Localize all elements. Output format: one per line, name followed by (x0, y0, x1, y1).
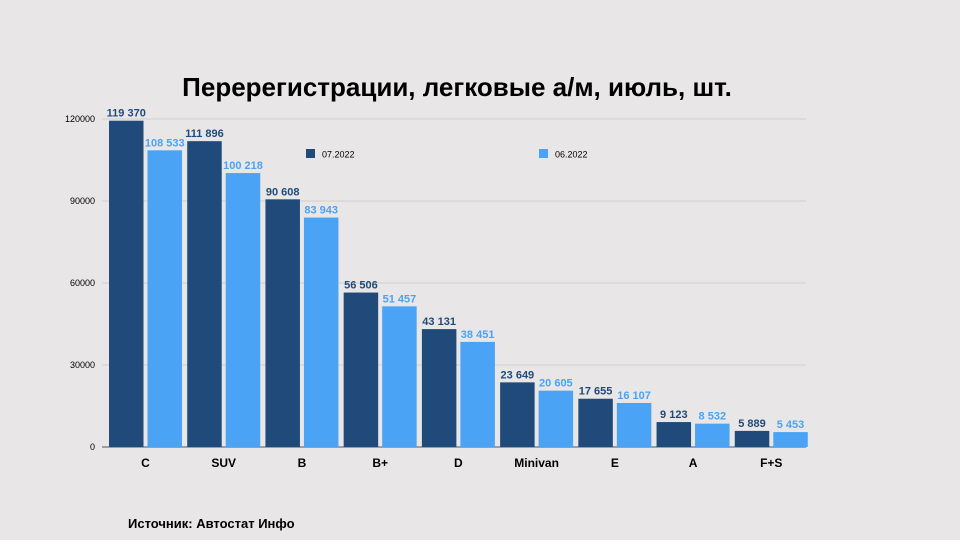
data-label: 51 457 (383, 293, 417, 305)
data-label: 8 532 (699, 411, 727, 423)
data-label: 16 107 (617, 390, 651, 402)
bar-jul (421, 329, 457, 447)
x-tick-label: E (611, 456, 619, 470)
data-label: 119 370 (107, 108, 146, 120)
bar-jun (460, 341, 495, 447)
x-tick-label: SUV (211, 456, 236, 470)
data-label: 108 533 (145, 137, 185, 149)
bar-jun (695, 423, 730, 447)
data-label: 83 943 (304, 205, 338, 217)
legend-swatch (539, 149, 548, 158)
legend-label: 06.2022 (555, 150, 588, 160)
legend-swatch (306, 149, 315, 158)
x-tick-label: C (141, 456, 150, 470)
chart-title: Перерегистрации, легковые а/м, июль, шт. (182, 72, 732, 102)
data-label: 90 608 (266, 186, 300, 198)
y-tick-label: 60000 (70, 278, 95, 288)
bar-jul (656, 422, 692, 447)
data-label: 17 655 (579, 386, 613, 398)
y-tick-label: 30000 (70, 360, 95, 370)
data-label: 43 131 (422, 316, 456, 328)
legend-label: 07.2022 (322, 150, 355, 160)
bar-jul (187, 141, 222, 447)
data-label: 111 896 (185, 128, 224, 140)
data-label: 5 889 (738, 418, 766, 430)
bar-jun (616, 402, 652, 447)
bar-jul (265, 199, 300, 447)
bar-jun (382, 306, 417, 447)
x-tick-label: Minivan (514, 456, 559, 470)
bar-jun (303, 217, 339, 447)
bar-jul (500, 382, 535, 447)
data-label: 23 649 (501, 369, 535, 381)
bar-jul (578, 398, 613, 447)
x-tick-label: B+ (372, 456, 388, 470)
data-label: 5 453 (777, 419, 805, 431)
x-tick-label: A (689, 456, 698, 470)
data-label: 9 123 (660, 409, 688, 421)
source-note: Источник: Автостат Инфо (128, 516, 295, 531)
bar-jun (773, 432, 808, 447)
x-tick-label: B (298, 456, 307, 470)
bar-jul (734, 430, 770, 447)
y-tick-label: 0 (90, 442, 95, 452)
bar-jun (538, 390, 574, 447)
bar-jul (343, 292, 379, 447)
x-tick-label: D (454, 456, 463, 470)
bar-jun (147, 150, 182, 447)
x-tick-label: F+S (760, 456, 782, 470)
data-label: 20 605 (539, 378, 573, 390)
y-tick-label: 90000 (70, 196, 95, 206)
data-label: 56 506 (344, 280, 378, 292)
bar-jun (225, 173, 261, 447)
bar-jul (109, 120, 144, 448)
y-tick-label: 120000 (65, 114, 95, 124)
data-label: 100 218 (223, 160, 263, 172)
data-label: 38 451 (461, 329, 495, 341)
